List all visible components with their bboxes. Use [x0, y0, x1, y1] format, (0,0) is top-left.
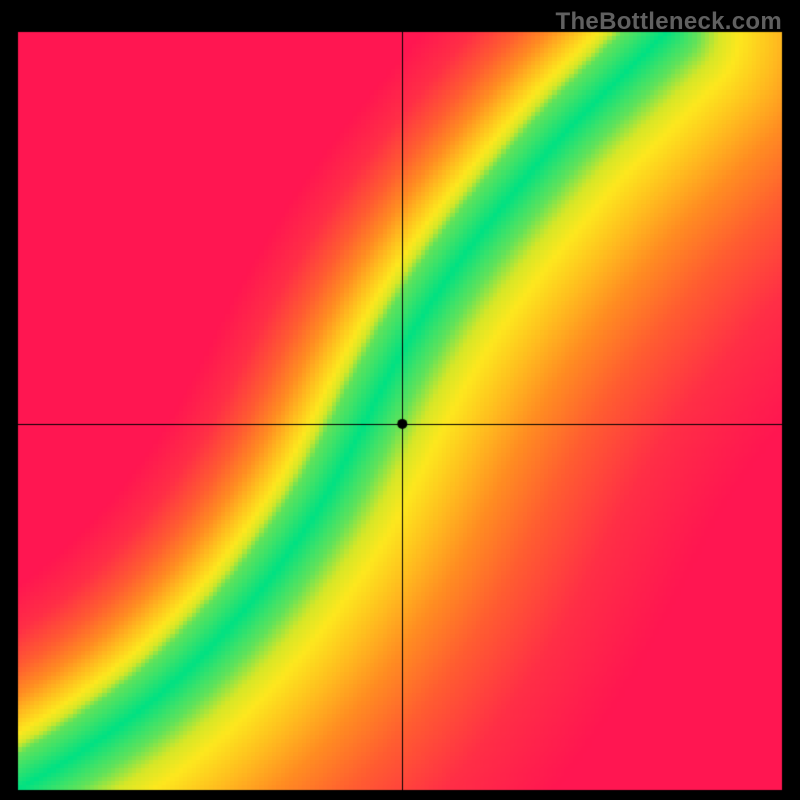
- bottleneck-heatmap: [0, 0, 800, 800]
- watermark-text: TheBottleneck.com: [556, 8, 782, 36]
